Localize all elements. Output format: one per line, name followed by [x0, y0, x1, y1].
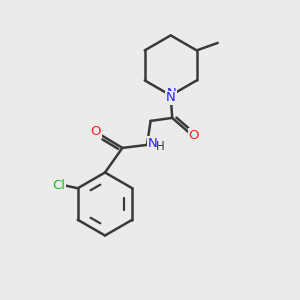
Text: N: N	[167, 87, 176, 100]
Text: O: O	[188, 129, 199, 142]
Text: Cl: Cl	[52, 179, 65, 192]
Text: N: N	[148, 136, 158, 150]
Text: N: N	[166, 91, 175, 104]
Text: H: H	[156, 140, 165, 153]
Text: O: O	[91, 124, 101, 138]
